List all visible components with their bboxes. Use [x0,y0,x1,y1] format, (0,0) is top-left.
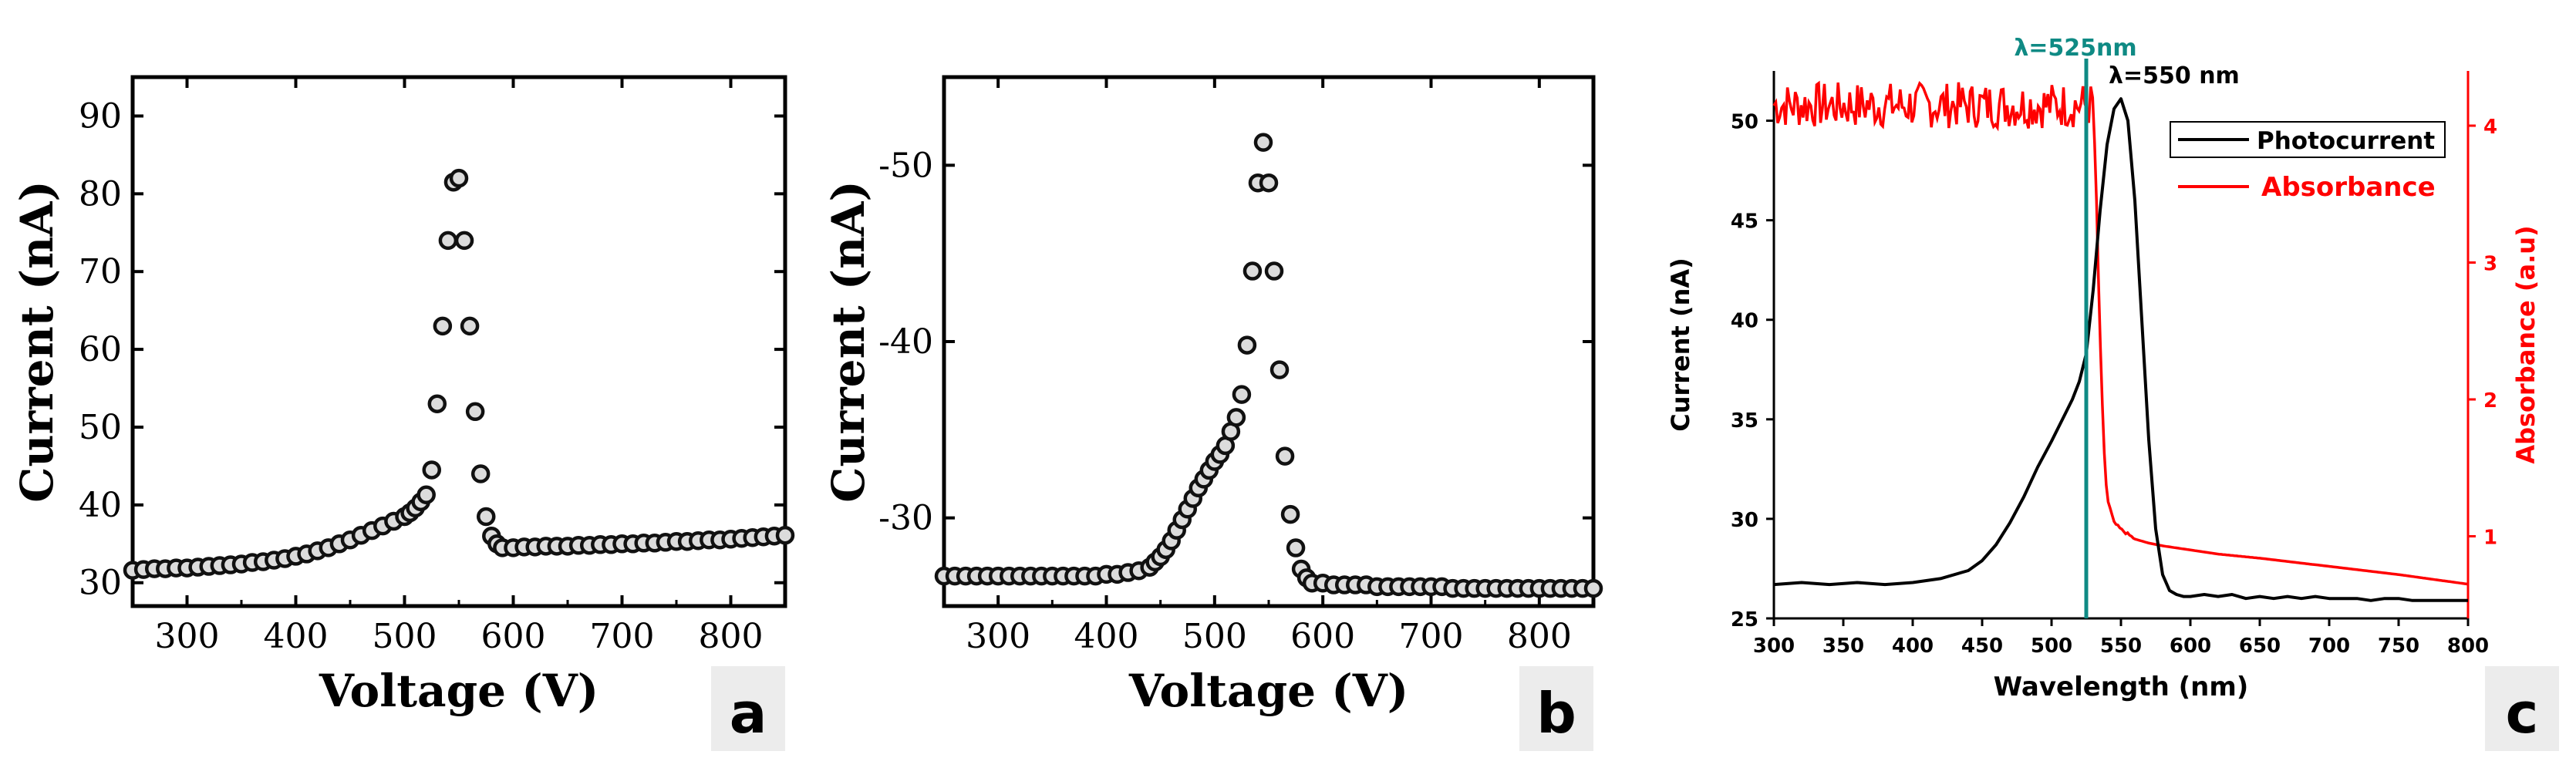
y-axis-label: Current (nA) [1666,258,1695,432]
x-tick-label: 300 [1753,635,1795,658]
data-point [1259,173,1279,193]
y-tick-label: 30 [79,564,122,603]
y2-tick-label: 4 [2483,116,2497,139]
data-point [1269,360,1290,379]
y-tick-label: 35 [1731,409,1758,433]
x-axis-label: Wavelength (nm) [1994,672,2249,702]
y-tick-label: 40 [1731,310,1758,333]
peak-label: λ=550 nm [2109,62,2240,89]
data-point [427,394,447,413]
x-tick-label: 600 [2170,635,2211,658]
x-tick-label: 500 [1182,617,1247,656]
plot-frame [130,75,787,608]
panel-label-box [711,666,785,751]
x-tick-label: 550 [2100,635,2142,658]
data-point [1583,578,1603,598]
y-tick-label: 90 [79,96,122,136]
legend-label-photocurrent: Photocurrent [2257,127,2435,155]
y-tick-label: 50 [1731,111,1758,134]
x-tick-label: 500 [2031,635,2072,658]
x-axis-label: Voltage (V) [1128,665,1408,717]
y-tick-label: 70 [79,252,122,291]
x-tick-label: 800 [1507,617,1572,656]
y-axis-label: Current (nA) [822,180,875,503]
legend-label-absorbance: Absorbance [2261,172,2436,203]
x-tick-label: 400 [1892,635,1934,658]
x-tick-label: 700 [1399,617,1464,656]
x-tick-label: 600 [1290,617,1355,656]
data-point [775,525,795,545]
plot-frame [942,75,1596,608]
y-tick-label: 45 [1731,210,1758,234]
y2-tick-label: 1 [2483,527,2497,550]
y-tick-label: 50 [79,408,122,447]
y2-axis-label: Absorbance (a.u) [2511,225,2541,463]
data-point [1237,335,1257,355]
data-point [454,231,474,251]
x-tick-label: 650 [2239,635,2281,658]
x-axis-label: Voltage (V) [319,665,598,717]
legend: Photocurrent Absorbance [2170,121,2446,203]
x-tick-label: 600 [481,617,546,656]
x-tick-label: 800 [699,617,764,656]
data-point [416,485,436,504]
data-point [1242,261,1263,281]
absorbance-line [1772,80,2468,586]
x-tick-label: 400 [1074,617,1139,656]
y-tick-label: -40 [878,322,933,362]
wavelength-marker-label: λ=525nm [2014,35,2136,62]
data-point [1264,261,1284,281]
data-point [470,464,491,483]
photocurrent-line [1773,97,2468,602]
data-point [477,507,496,527]
data-point [460,316,480,336]
data-point [1286,538,1306,557]
y2-tick-label: 3 [2483,253,2497,276]
data-point [438,231,458,251]
data-point [465,402,485,422]
x-tick-label: 350 [1822,635,1864,658]
x-tick-label: 800 [2447,635,2489,658]
x-tick-label: 400 [264,617,329,656]
y-tick-label: -50 [878,146,933,185]
data-point [1226,408,1246,427]
y-tick-label: 80 [79,174,122,214]
panel-label-box [2485,666,2559,751]
data-point [1275,446,1295,466]
x-tick-label: 700 [590,617,655,656]
x-tick-label: 300 [155,617,220,656]
x-tick-label: 750 [2378,635,2419,658]
x-tick-label: 700 [2308,635,2350,658]
x-tick-label: 300 [966,617,1030,656]
data-point [1280,504,1300,524]
x-tick-label: 450 [1961,635,2003,658]
panel-a: 300 400 500 600 700 800 30 40 50 60 70 80 90 Voltage … [11,75,795,751]
y-tick-label: 60 [79,330,122,369]
y-tick-label: 30 [1731,509,1758,532]
panel-label-box [1519,666,1593,751]
panel-label: c [2506,681,2539,746]
data-point [449,168,469,188]
panel-label: a [730,681,767,746]
data-point [1232,385,1252,404]
y2-tick-label: 2 [2483,389,2497,413]
data-point [433,316,453,336]
data-point [422,460,441,480]
panel-c: 300 350 400 450 500 550 600 650 700 750 8002530354… [1666,35,2559,751]
data-point [1253,133,1273,152]
x-tick-label: 500 [373,617,437,656]
y-tick-label: -30 [878,499,933,538]
panel-label: b [1536,681,1576,746]
y-tick-label: 40 [79,486,122,525]
y-axis-label: Current (nA) [11,180,63,503]
panel-b: 300 400 500 600 700 800 -30 -40 -50 Voltage (V) Cu… [822,75,1603,751]
y-tick-label: 25 [1731,608,1758,631]
